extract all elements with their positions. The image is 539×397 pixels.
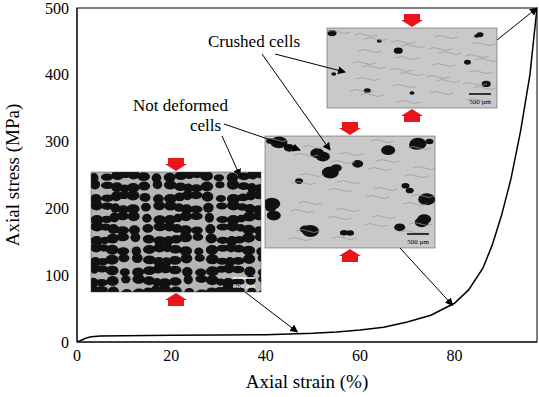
svg-text:cells: cells bbox=[190, 116, 221, 135]
svg-text:500 µm: 500 µm bbox=[469, 98, 491, 106]
svg-text:80: 80 bbox=[446, 347, 462, 364]
svg-text:0: 0 bbox=[73, 347, 81, 364]
svg-text:Axial strain (%): Axial strain (%) bbox=[246, 371, 368, 393]
svg-text:500 µm: 500 µm bbox=[233, 282, 255, 290]
svg-text:20: 20 bbox=[163, 347, 179, 364]
svg-text:0: 0 bbox=[61, 334, 69, 351]
svg-text:100: 100 bbox=[45, 267, 69, 284]
svg-text:200: 200 bbox=[45, 200, 69, 217]
svg-text:Crushed cells: Crushed cells bbox=[208, 32, 300, 51]
svg-text:40: 40 bbox=[258, 347, 274, 364]
svg-text:500: 500 bbox=[45, 0, 69, 17]
svg-text:400: 400 bbox=[45, 66, 69, 83]
svg-text:Axial stress (MPa): Axial stress (MPa) bbox=[2, 104, 24, 246]
svg-text:300: 300 bbox=[45, 133, 69, 150]
svg-text:60: 60 bbox=[352, 347, 368, 364]
svg-text:Not deformed: Not deformed bbox=[133, 96, 228, 115]
svg-text:500 µm: 500 µm bbox=[407, 238, 429, 246]
